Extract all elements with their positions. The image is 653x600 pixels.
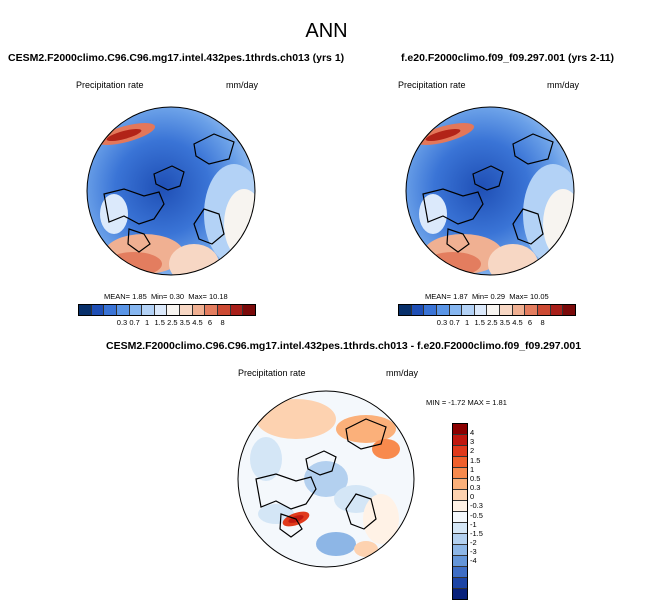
panel-1-colorbar-swatch [154, 305, 168, 315]
diff-panel-units: mm/day [386, 368, 419, 378]
diff-colorbar [452, 423, 468, 600]
diff-colorbar-swatch [453, 446, 467, 457]
panel-2-title: f.e20.F2000climo.f09_f09.297.001 (yrs 2-… [401, 52, 615, 64]
panel-1-colorbar-swatch [116, 305, 130, 315]
panel-1-stats: MEAN= 1.85 Min= 0.30 Max= 10.18 [104, 292, 228, 301]
diff-colorbar-tick-label: 4 [470, 428, 475, 438]
panel-2-colorbar-swatch [424, 305, 437, 315]
panel-2-colorbar [398, 304, 576, 316]
diff-colorbar-swatch [453, 468, 467, 479]
diff-colorbar-tick-label: 0 [470, 492, 475, 502]
panel-2-colorbar-swatch [487, 305, 501, 315]
diff-colorbar-tick-label: -3 [470, 547, 477, 557]
panel-1-colorbar-swatch [205, 305, 219, 315]
diff-colorbar-tick-label: 0.5 [470, 473, 481, 483]
diff-colorbar-tick-label: 3 [470, 437, 475, 447]
diff-colorbar-tick-label: 1.5 [470, 455, 481, 465]
panel-1-colorbar-tick-label: 0.7 [129, 318, 140, 327]
panel-2-colorbar-tick-label: 2.5 [487, 318, 498, 327]
diff-colorbar-tick-label: 0.3 [470, 483, 481, 493]
panel-1-colorbar-swatch [180, 305, 193, 315]
diff-colorbar-tick-label: -2 [470, 537, 477, 547]
diff-colorbar-swatch [453, 523, 467, 534]
diff-colorbar-swatch [453, 534, 467, 545]
diff-panel-variable: Precipitation rate [238, 368, 306, 378]
panel-2-colorbar-swatch [500, 305, 513, 315]
panel-1-colorbar-swatch [79, 305, 92, 315]
diff-colorbar-tick-label: 2 [470, 446, 475, 456]
panel-1-colorbar-tick-label: 8 [220, 318, 225, 327]
panel-2-colorbar-tick-label: 1 [465, 318, 470, 327]
diff-colorbar-tick-label: -0.3 [470, 501, 483, 511]
panel-1-colorbar-swatch [142, 305, 155, 315]
panel-1-colorbar-tick-label: 0.3 [116, 318, 128, 327]
panel-2-colorbar-labels: 0.3 0.7 1 1.5 2.5 3.5 4.5 6 8 [398, 318, 574, 328]
panel-2-colorbar-tick-label: 0.3 [436, 318, 448, 327]
panel-1-colorbar-swatch [230, 305, 244, 315]
diff-colorbar-tick-label: -4 [470, 556, 477, 566]
page-title: ANN [305, 20, 348, 42]
diff-colorbar-swatch [453, 512, 467, 523]
panel-1-colorbar-tick-label: 3.5 [179, 318, 191, 327]
panel-1-colorbar-tick-label: 4.5 [192, 318, 203, 327]
panel-1-colorbar [78, 304, 256, 316]
panel-2-colorbar-swatch [436, 305, 450, 315]
diff-colorbar-swatch [453, 479, 467, 490]
panel-1-colorbar-swatch [192, 305, 206, 315]
diff-colorbar-swatch [453, 501, 467, 512]
panel-2-colorbar-tick-label: 1.5 [474, 318, 485, 327]
panel-1-colorbar-swatch [91, 305, 105, 315]
diff-colorbar-swatch [453, 435, 467, 446]
panel-2-colorbar-swatch [449, 305, 463, 315]
diff-colorbar-swatch [453, 589, 467, 599]
panel-2-variable: Precipitation rate [398, 80, 466, 90]
diff-polar-map [237, 390, 415, 568]
panel-1-colorbar-tick-label: 6 [207, 318, 213, 327]
panel-2-colorbar-tick-label: 8 [540, 318, 545, 327]
diff-colorbar-tick-label: -0.5 [470, 510, 483, 520]
panel-1-colorbar-tick-label: 2.5 [167, 318, 178, 327]
diff-colorbar-swatch [453, 457, 467, 468]
panel-2-colorbar-swatch [399, 305, 412, 315]
diff-colorbar-swatch [453, 556, 467, 567]
panel-2-colorbar-swatch [525, 305, 539, 315]
panel-1-colorbar-swatch [218, 305, 231, 315]
panel-1-units: mm/day [226, 80, 259, 90]
diff-colorbar-swatch [453, 424, 467, 435]
panel-2-colorbar-swatch [563, 305, 575, 315]
panel-1-polar-map [86, 106, 256, 276]
diff-colorbar-swatch [453, 567, 467, 578]
panel-2-polar-map [405, 106, 575, 276]
panel-2-colorbar-tick-label: 0.7 [449, 318, 460, 327]
panel-1-colorbar-tick-label: 1 [145, 318, 150, 327]
diff-colorbar-swatch [453, 490, 467, 501]
panel-2-colorbar-tick-label: 6 [527, 318, 533, 327]
panel-2-colorbar-swatch [462, 305, 475, 315]
panel-1-colorbar-swatch [243, 305, 255, 315]
panel-1-variable: Precipitation rate [76, 80, 144, 90]
panel-2-colorbar-swatch [411, 305, 425, 315]
panel-2-colorbar-swatch [538, 305, 551, 315]
diff-colorbar-swatch [453, 545, 467, 556]
panel-2-units: mm/day [547, 80, 580, 90]
diff-colorbar-tick-label: -1 [470, 519, 477, 529]
panel-2-colorbar-swatch [550, 305, 564, 315]
panel-2-colorbar-tick-label: 3.5 [499, 318, 511, 327]
panel-2-colorbar-swatch [512, 305, 526, 315]
diff-colorbar-labels: 4 3 2 1.5 1 0.5 0.3 0 -0.3 -0.5 -1 -1.5 -2 -3 -4 [470, 423, 494, 599]
diff-colorbar-tick-label: 1 [470, 464, 475, 474]
diff-panel-title: CESM2.F2000climo.C96.C96.mg17.intel.432p… [106, 340, 582, 352]
diff-colorbar-swatch [453, 578, 467, 589]
panel-2-colorbar-swatch [474, 305, 488, 315]
diff-colorbar-tick-label: -1.5 [470, 528, 483, 538]
panel-1-title: CESM2.F2000climo.C96.C96.mg17.intel.432p… [8, 52, 345, 64]
diff-panel-minmax: MIN = -1.72 MAX = 1.81 [426, 398, 507, 407]
panel-1-colorbar-swatch [167, 305, 181, 315]
panel-1-colorbar-swatch [129, 305, 143, 315]
panel-1-colorbar-swatch [104, 305, 117, 315]
panel-1-colorbar-tick-label: 1.5 [154, 318, 165, 327]
panel-2-colorbar-tick-label: 4.5 [512, 318, 523, 327]
panel-2-stats: MEAN= 1.87 Min= 0.29 Max= 10.05 [425, 292, 549, 301]
panel-1-colorbar-labels: 0.3 0.7 1 1.5 2.5 3.5 4.5 6 8 [78, 318, 254, 328]
